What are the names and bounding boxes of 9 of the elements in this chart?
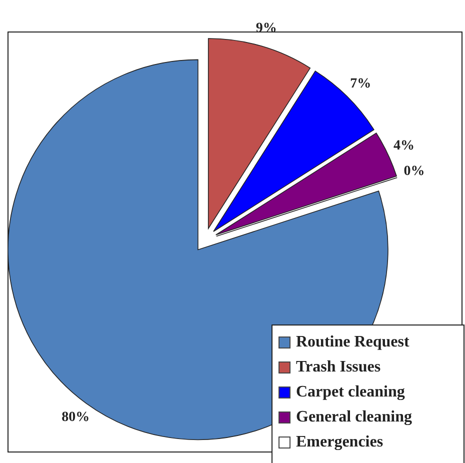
legend-label: Carpet cleaning: [296, 384, 405, 401]
legend-label: General cleaning: [296, 408, 412, 426]
legend-label: Trash Issues: [296, 358, 381, 376]
data-label: 80%: [62, 410, 90, 426]
legend-label: Routine Request: [296, 334, 410, 351]
data-label: 7%: [350, 76, 372, 92]
data-label: 4%: [394, 138, 415, 154]
legend-label: Emergencies: [296, 434, 384, 451]
text: 0%: [404, 164, 425, 180]
